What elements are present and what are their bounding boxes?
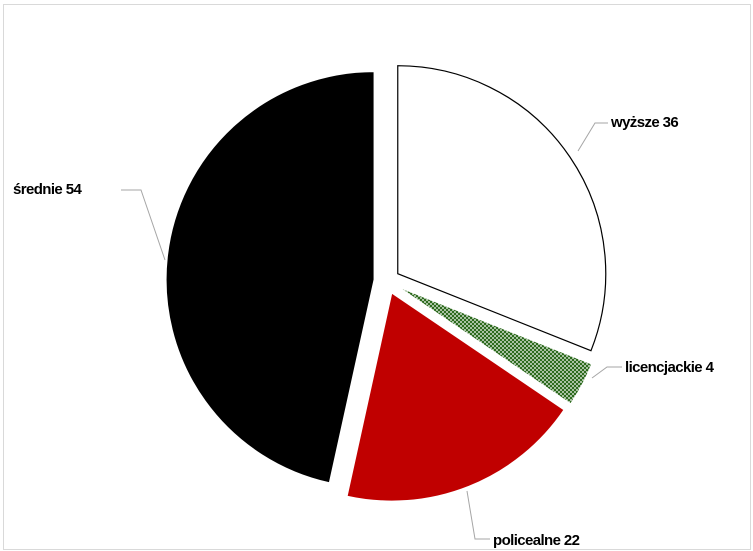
slices-layer — [165, 65, 607, 502]
pie-slice-wyższe — [397, 65, 607, 352]
data-label-licencjackie: licencjackie 4 — [625, 359, 715, 376]
data-label-średnie: średnie 54 — [13, 181, 82, 198]
chart-area: wyższe 36 licencjackie 4 policealne 22 śred… — [3, 4, 751, 550]
data-label-policealne: policealne 22 — [493, 532, 580, 549]
pie-slice-licencjackie — [398, 286, 593, 405]
pie-slice-policealne — [346, 292, 565, 502]
pie-chart: wyższe 36 licencjackie 4 policealne 22 śred… — [13, 65, 715, 549]
pie-slice-średnie — [165, 71, 375, 484]
leader-line-wyższe — [577, 122, 608, 152]
labels-layer: wyższe 36 licencjackie 4 policealne 22 śred… — [13, 114, 715, 549]
leader-line-średnie — [121, 189, 166, 261]
leader-lines-layer — [121, 122, 622, 540]
leader-line-policealne — [466, 490, 490, 540]
data-label-wyższe: wyższe 36 — [610, 114, 678, 131]
leader-line-licencjackie — [591, 366, 622, 379]
